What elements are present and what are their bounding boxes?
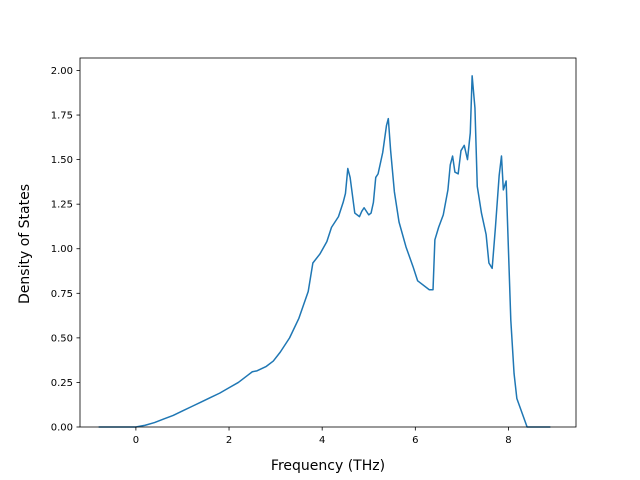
- y-tick-label: 1.75: [51, 111, 73, 122]
- y-tick-label: 2.00: [51, 66, 73, 77]
- x-tick-label: 0: [133, 435, 139, 446]
- y-tick-label: 1.00: [51, 244, 73, 255]
- x-axis-label: Frequency (THz): [271, 458, 385, 474]
- x-axis: 0 2 4 6 8: [133, 427, 512, 446]
- y-tick-label: 0.50: [51, 333, 73, 344]
- plot-area: [79, 57, 577, 428]
- y-tick-label: 1.25: [51, 200, 73, 211]
- y-tick-label: 0.75: [51, 289, 73, 300]
- x-tick-label: 8: [505, 435, 511, 446]
- y-tick-label: 1.50: [51, 155, 73, 166]
- y-axis-label: Density of States: [17, 184, 33, 304]
- axes-frame: [79, 57, 577, 428]
- x-tick-label: 2: [226, 435, 232, 446]
- y-axis: 0.00 0.25 0.50 0.75 1.00 1.25 1.50 1.75 2.00: [51, 66, 80, 434]
- x-tick-label: 4: [319, 435, 325, 446]
- dos-series-line-0: [98, 75, 551, 428]
- y-tick-label: 0.00: [51, 423, 73, 434]
- y-tick-label: 0.25: [51, 378, 73, 389]
- x-tick-label: 6: [412, 435, 418, 446]
